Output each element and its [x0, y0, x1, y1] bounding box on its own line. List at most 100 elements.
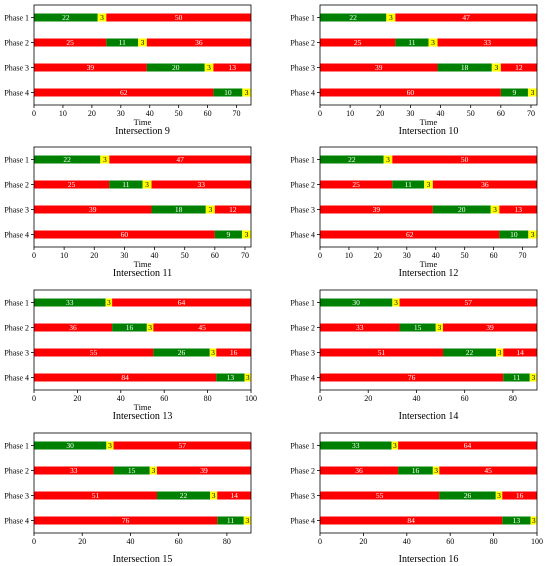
data-label: 36 — [195, 38, 203, 47]
bar-segment — [34, 466, 114, 475]
x-tick-label: 30 — [120, 251, 128, 260]
axes-frame — [319, 4, 538, 106]
x-tick-label: 20 — [359, 537, 367, 546]
bar-segment — [105, 298, 113, 307]
data-label: 33 — [66, 298, 74, 307]
data-label: 3 — [494, 63, 498, 72]
data-label: 13 — [228, 63, 236, 72]
axes-frame — [319, 146, 538, 248]
x-tick-label: 50 — [461, 251, 469, 260]
data-label: 14 — [516, 348, 524, 357]
bar-segment — [34, 323, 113, 332]
data-label: 30 — [66, 441, 74, 450]
data-label: 57 — [465, 298, 473, 307]
bar-segment — [490, 205, 500, 214]
data-label: 3 — [386, 155, 390, 164]
bar-segment — [320, 516, 503, 525]
data-label: 11 — [513, 373, 520, 382]
data-label: 11 — [122, 180, 129, 189]
chart-title: Intersection 15 — [113, 554, 173, 565]
y-tick-label: Phase 2 — [4, 323, 29, 332]
y-tick-label: Phase 2 — [4, 180, 29, 189]
bar-segment — [153, 348, 210, 357]
data-label: 3 — [207, 63, 211, 72]
data-label: 22 — [348, 155, 356, 164]
axes-frame — [33, 146, 252, 248]
bar-segment — [34, 373, 217, 382]
bar-segment — [424, 180, 433, 189]
y-tick-label: Phase 3 — [4, 348, 29, 357]
x-tick-label: 0 — [32, 109, 36, 118]
y-tick-label: Phase 1 — [290, 298, 315, 307]
bar-segment — [503, 373, 530, 382]
data-label: 33 — [70, 466, 78, 475]
y-tick-label: Phase 1 — [4, 155, 29, 164]
y-tick-label: Phase 4 — [290, 516, 315, 525]
bar-segment — [243, 516, 251, 525]
data-label: 47 — [176, 155, 184, 164]
bar-segment — [34, 180, 110, 189]
bar-segment — [217, 491, 251, 500]
bar-segment — [113, 466, 150, 475]
data-label: 13 — [514, 205, 522, 214]
data-label: 60 — [121, 230, 129, 239]
data-label: 12 — [515, 63, 523, 72]
bar-segment — [113, 441, 251, 450]
x-tick-label: 20 — [364, 394, 372, 403]
data-label: 39 — [373, 205, 381, 214]
data-label: 45 — [484, 466, 492, 475]
bar-segment — [34, 491, 157, 500]
bar-segment — [153, 323, 251, 332]
data-label: 57 — [179, 441, 187, 450]
data-label: 22 — [349, 13, 357, 22]
data-label: 62 — [120, 88, 128, 97]
bar-segment — [383, 155, 393, 164]
y-tick-label: Phase 2 — [4, 38, 29, 47]
chart-panel: 22 3 50 Phase 1 25 11 3 36 Phase 2 39 20 3 13 Phase 3… — [290, 146, 538, 279]
bar-segment — [213, 63, 251, 72]
data-label: 76 — [122, 516, 130, 525]
x-tick-label: 10 — [60, 251, 68, 260]
bar-segment — [151, 180, 251, 189]
data-label: 15 — [414, 323, 422, 332]
data-label: 25 — [66, 38, 74, 47]
bar-segment — [529, 373, 537, 382]
axes-frame — [33, 4, 252, 106]
bar-segment — [97, 13, 107, 22]
data-label: 33 — [484, 38, 492, 47]
x-tick-label: 0 — [32, 537, 36, 546]
bar-segment — [213, 88, 243, 97]
data-label: 45 — [198, 323, 206, 332]
x-tick-label: 40 — [146, 109, 154, 118]
bar-segment — [320, 323, 400, 332]
x-tick-label: 40 — [117, 394, 125, 403]
x-tick-label: 40 — [151, 251, 159, 260]
bar-segment — [320, 88, 501, 97]
data-label: 22 — [466, 348, 474, 357]
data-label: 3 — [532, 516, 536, 525]
bar-segment — [392, 298, 400, 307]
bar-segment — [320, 180, 393, 189]
x-tick-label: 40 — [437, 109, 445, 118]
data-label: 22 — [180, 491, 188, 500]
bar-segment — [112, 298, 252, 307]
axes-frame — [33, 432, 252, 534]
x-axis-label: Time — [420, 259, 438, 269]
x-tick-label: 30 — [406, 109, 414, 118]
bar-segment — [34, 516, 218, 525]
bar-segment — [395, 38, 429, 47]
data-label: 3 — [531, 230, 535, 239]
x-tick-label: 70 — [241, 251, 249, 260]
axes-frame — [319, 289, 538, 391]
x-tick-label: 20 — [78, 537, 86, 546]
data-label: 51 — [378, 348, 386, 357]
data-label: 3 — [103, 155, 107, 164]
bar-segment — [146, 38, 251, 47]
x-tick-label: 60 — [211, 251, 219, 260]
y-tick-label: Phase 4 — [290, 373, 315, 382]
x-tick-label: 60 — [446, 537, 454, 546]
